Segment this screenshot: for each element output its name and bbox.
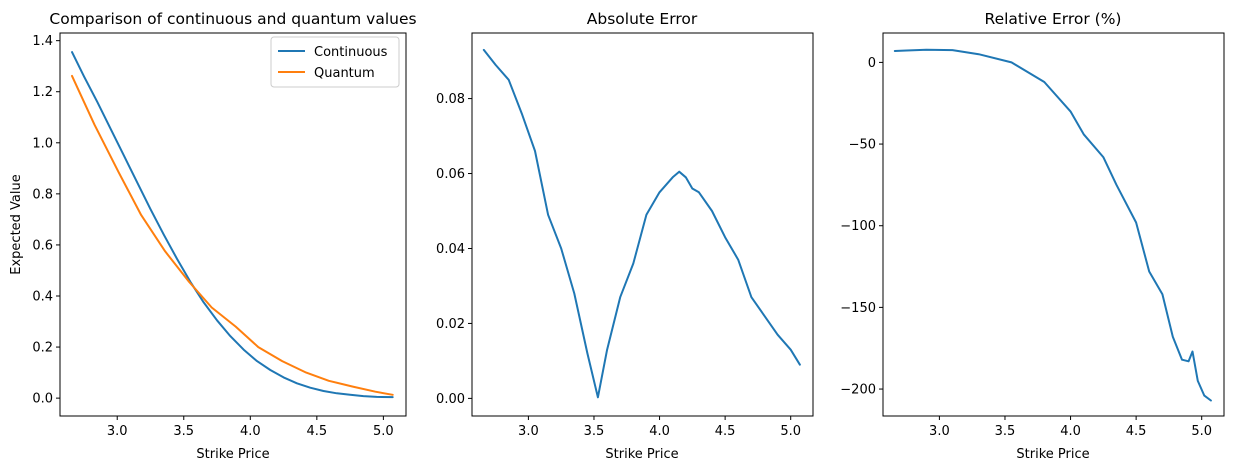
legend-box: [270, 36, 400, 88]
y-axis-label: Expected Value: [9, 174, 24, 274]
x-tick-label: 5.0: [780, 424, 801, 439]
y-tick-label: 0.02: [436, 317, 465, 332]
series-lines: [893, 48, 1212, 402]
series-line-1: [71, 74, 394, 396]
y-tick-label: 0.4: [32, 289, 53, 304]
x-tick-label: 3.0: [929, 424, 950, 439]
y-ticks: 0.00 0.02 0.04 0.06 0.08: [436, 92, 472, 407]
x-tick-label: 4.0: [649, 424, 670, 439]
axes-frame: [882, 32, 1225, 417]
y-tick-label: 0.8: [32, 187, 53, 202]
x-axis-label: Strike Price: [196, 447, 269, 462]
x-tick-label: 5.0: [373, 424, 394, 439]
legend-label-quantum: Quantum: [314, 66, 375, 81]
x-tick-label: 3.0: [518, 424, 539, 439]
y-tick-label: 0.08: [436, 92, 465, 107]
panel-absolute-error: Absolute Error 3.0 3.5 4.0 4.5 5.0 0.000.020…: [436, 10, 814, 462]
series-line-0: [482, 48, 801, 399]
y-tick-label: −100: [840, 219, 876, 234]
chart-title: Relative Error (%): [985, 10, 1122, 28]
gridless-plot-area: [59, 32, 407, 417]
y-tick-label: 0.04: [436, 242, 465, 257]
x-tick-label: 4.0: [240, 424, 261, 439]
y-tick-label: 0.06: [436, 167, 465, 182]
axes-frame: [59, 32, 407, 417]
series-lines: [71, 51, 394, 399]
x-tick-label: 4.0: [1060, 424, 1081, 439]
y-tick-label: 0.2: [32, 341, 53, 356]
series-line-0: [71, 51, 394, 399]
y-tick-label: 0: [868, 56, 876, 71]
y-tick-label: −50: [849, 138, 876, 153]
axes-frame: [471, 32, 814, 417]
x-ticks: 3.0 3.5 4.0 4.5 5.0: [107, 416, 394, 439]
x-tick-label: 3.5: [584, 424, 605, 439]
legend-label-continuous: Continuous: [314, 45, 388, 60]
x-tick-label: 4.5: [1126, 424, 1147, 439]
x-tick-label: 3.0: [107, 424, 128, 439]
y-tick-label: 1.2: [32, 85, 53, 100]
y-tick-label: 1.4: [32, 34, 53, 49]
x-tick-label: 3.5: [995, 424, 1016, 439]
y-tick-label: 0.0: [32, 392, 53, 407]
legend: Continuous Quantum: [270, 36, 400, 88]
y-tick-label: −200: [840, 383, 876, 398]
x-ticks: 3.0 3.5 4.0 4.5 5.0: [929, 416, 1212, 439]
y-tick-label: 0.6: [32, 238, 53, 253]
y-ticks: 0.0 0.2 0.4 0.6 0.8 1.0 1.2 1.4: [32, 34, 60, 407]
y-ticks: 0 −50 −100 −150 −200: [840, 56, 883, 398]
chart-title: Comparison of continuous and quantum val…: [49, 10, 416, 28]
x-tick-label: 3.5: [173, 424, 194, 439]
series-line-0: [893, 48, 1212, 402]
y-tick-label: 1.0: [32, 136, 53, 151]
panel-relative-error: Relative Error (%) 3.0 3.5 4.0 4.5 5.0 0 −50 −…: [840, 10, 1225, 462]
chart-title: Absolute Error: [587, 10, 698, 28]
x-tick-label: 4.5: [306, 424, 327, 439]
y-tick-label: 0.00: [436, 392, 465, 407]
x-tick-label: 5.0: [1191, 424, 1212, 439]
x-tick-label: 4.5: [715, 424, 736, 439]
x-ticks: 3.0 3.5 4.0 4.5 5.0: [518, 416, 801, 439]
x-axis-label: Strike Price: [1016, 447, 1089, 462]
y-tick-label: −150: [840, 301, 876, 316]
x-axis-label: Strike Price: [605, 447, 678, 462]
panel-expected-value: Comparison of continuous and quantum val…: [9, 10, 417, 462]
series-lines: [482, 48, 801, 399]
